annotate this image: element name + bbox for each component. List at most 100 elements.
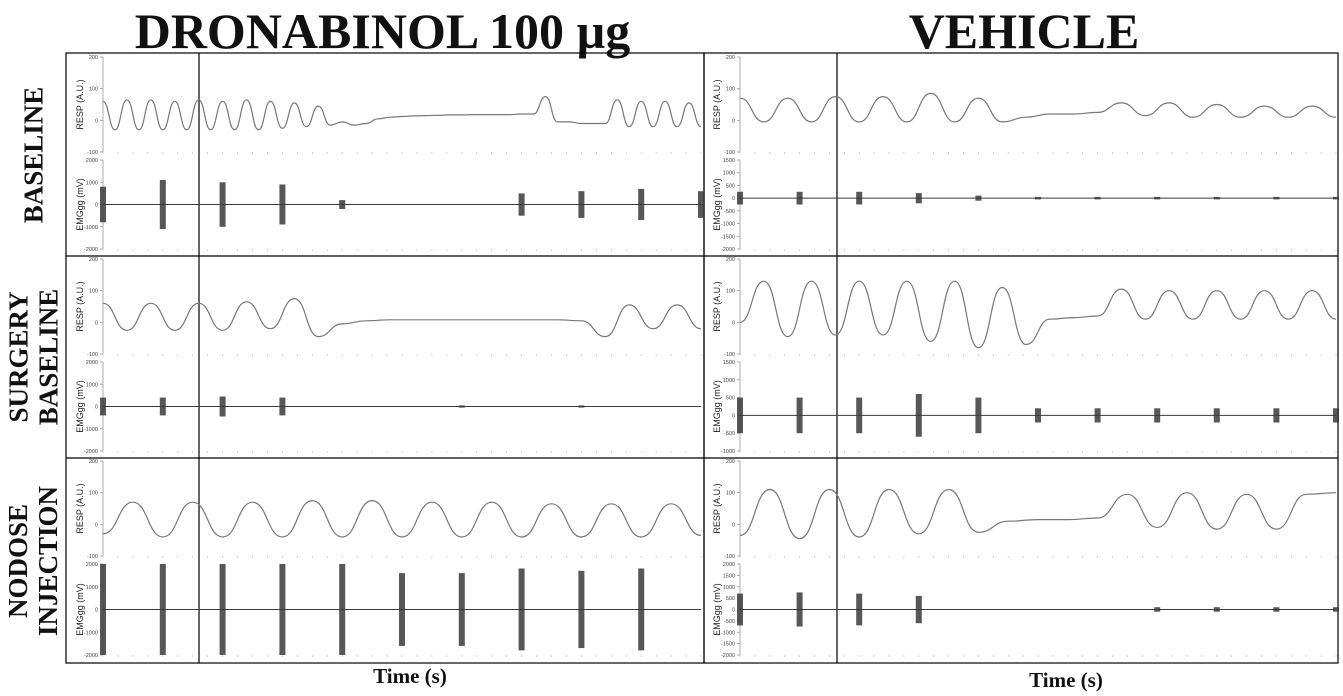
vehicle-baseline-resp-series-line <box>739 92 1337 123</box>
vehicle-nodose-emg-ytick-label: -1000 <box>721 630 735 636</box>
dronabinol-surgery-resp-ylabel: RESP (A.U.) <box>75 281 85 331</box>
vehicle-nodose-emg-burst <box>1213 607 1220 612</box>
dronabinol-nodose-emg-burst <box>578 570 585 649</box>
vehicle-surgery-resp-ylabel: RESP (A.U.) <box>712 281 722 331</box>
dronabinol-nodose-emg-ytick-label: -1000 <box>84 630 98 636</box>
vehicle-surgery-emg-burst <box>1094 408 1101 423</box>
vehicle-nodose-emg-burst <box>915 595 922 624</box>
vehicle-nodose-emg-ytick-label: -1500 <box>721 642 735 648</box>
vehicle-surgery-resp-ytick-label: 100 <box>726 289 735 295</box>
vehicle-surgery-resp-ytick-label: 0 <box>732 320 735 326</box>
dronabinol-baseline-emg-burst <box>279 184 286 225</box>
dronabinol-baseline-emg-ytick-label: 1000 <box>86 180 98 186</box>
x-axis-label-dronabinol: Time (s) <box>373 664 447 688</box>
dronabinol-nodose-emg-burst <box>399 573 405 646</box>
title-dronabinol: DRONABINOL 100 µg <box>134 3 631 59</box>
vehicle-baseline-resp-ytick-label: 200 <box>726 55 735 61</box>
dronabinol-baseline-emg-ytick-label: 2000 <box>86 158 98 164</box>
dronabinol-surgery-emg-burst <box>578 405 585 408</box>
vehicle-nodose-emg-ytick-label: -2000 <box>721 653 735 659</box>
dronabinol-surgery-emg-burst <box>159 397 166 416</box>
dronabinol-nodose-emg-burst <box>279 564 286 655</box>
dronabinol-nodose-emg-ytick-label: 1000 <box>86 585 98 591</box>
vehicle-nodose-emg-burst <box>1273 607 1280 612</box>
dronabinol-nodose-resp-ytick-label: 200 <box>89 459 98 465</box>
dronabinol-surgery-emg-burst <box>458 405 465 408</box>
vehicle-surgery-emg-burst <box>915 394 922 437</box>
dronabinol-surgery-emg-burst <box>100 397 106 416</box>
dronabinol-surgery-emg-ytick-label: -2000 <box>84 449 98 455</box>
vehicle-baseline-resp-ytick-label: -100 <box>724 150 735 156</box>
dronabinol-baseline-emg-burst <box>578 191 585 218</box>
vehicle-surgery-emg-ytick-label: 1000 <box>723 378 735 384</box>
dronabinol-surgery-emg-ytick-label: 0 <box>95 405 98 411</box>
dronabinol-baseline-emg-burst <box>638 188 645 220</box>
dronabinol-nodose-emg-burst <box>219 564 226 655</box>
vehicle-surgery-emg-burst <box>796 397 803 434</box>
vehicle-surgery-emg-burst <box>1154 408 1161 423</box>
vehicle-nodose-resp-ytick-label: 0 <box>732 522 735 528</box>
dronabinol-baseline-resp-ylabel: RESP (A.U.) <box>75 79 85 129</box>
dronabinol-baseline-emg-ytick-label: -1000 <box>84 225 98 231</box>
vehicle-nodose-emg-ytick-label: -500 <box>724 619 735 625</box>
vehicle-nodose-resp-ytick-label: 100 <box>726 491 735 497</box>
dronabinol-surgery-resp-ytick-label: 200 <box>89 257 98 263</box>
vehicle-nodose-resp-series-line <box>739 488 1337 540</box>
vehicle-surgery-emg-burst <box>975 397 982 434</box>
dronabinol-surgery-emg-ytick-label: 2000 <box>86 360 98 366</box>
vehicle-surgery-emg-burst <box>1273 408 1280 423</box>
vehicle-baseline-emg-burst <box>915 193 922 204</box>
vehicle-nodose-resp-ytick-label: -100 <box>724 554 735 560</box>
dronabinol-surgery-resp-ytick-label: 100 <box>89 289 98 295</box>
vehicle-baseline-emg-ytick-label: 1000 <box>723 171 735 177</box>
vehicle-baseline-resp-ylabel: RESP (A.U.) <box>712 79 722 129</box>
dronabinol-surgery-resp-series-line <box>102 297 702 338</box>
vehicle-nodose-emg-burst <box>856 593 863 626</box>
vehicle-baseline-emg-burst <box>856 191 863 205</box>
dronabinol-nodose-emg-burst <box>339 564 346 655</box>
dronabinol-nodose-resp-ytick-label: 100 <box>89 491 98 497</box>
dronabinol-surgery-emg-burst <box>279 397 286 416</box>
vehicle-baseline-emg-burst <box>1213 196 1220 200</box>
dronabinol-nodose-emg-ytick-label: 2000 <box>86 562 98 568</box>
vehicle-surgery-emg-ytick-label: -500 <box>724 431 735 437</box>
vehicle-baseline-emg-burst <box>1154 196 1161 200</box>
vehicle-nodose-emg-ytick-label: 1000 <box>723 585 735 591</box>
dronabinol-nodose-emg-ylabel: EMGgg (mV) <box>75 583 85 636</box>
dronabinol-baseline-emg-burst <box>339 200 346 209</box>
dronabinol-nodose-resp-ytick-label: -100 <box>87 554 98 560</box>
vehicle-baseline-resp-ytick-label: 100 <box>726 87 735 93</box>
vehicle-nodose-emg-burst <box>796 592 803 627</box>
dronabinol-baseline-emg-burst <box>518 193 525 216</box>
dronabinol-baseline-resp-ytick-label: 100 <box>89 87 98 93</box>
title-vehicle: VEHICLE <box>908 3 1140 59</box>
dronabinol-baseline-emg-burst <box>100 186 106 223</box>
vehicle-surgery-emg-burst <box>737 397 743 434</box>
vehicle-surgery-emg-burst <box>1035 408 1041 423</box>
dronabinol-baseline-resp-ytick-label: 0 <box>95 118 98 124</box>
dronabinol-baseline-emg-burst <box>698 191 704 218</box>
vehicle-nodose-emg-ytick-label: 1500 <box>723 573 735 579</box>
vehicle-surgery-emg-ytick-label: 1500 <box>723 360 735 366</box>
vehicle-nodose-emg-burst <box>1333 607 1339 612</box>
dronabinol-baseline-emg-ylabel: EMGgg (mV) <box>75 178 85 231</box>
vehicle-surgery-emg-ytick-label: -1000 <box>721 449 735 455</box>
dronabinol-baseline-emg-ytick-label: -2000 <box>84 247 98 253</box>
vehicle-baseline-emg-burst <box>1094 196 1101 200</box>
dronabinol-nodose-resp-series-line <box>102 499 702 538</box>
vehicle-nodose-emg-burst <box>737 593 743 626</box>
vehicle-nodose-resp-ylabel: RESP (A.U.) <box>712 483 722 533</box>
vehicle-baseline-emg-ytick-label: 500 <box>726 183 735 189</box>
vehicle-baseline-emg-ytick-label: -2000 <box>721 247 735 253</box>
vehicle-baseline-emg-burst <box>1333 196 1339 200</box>
vehicle-nodose-emg-ytick-label: 0 <box>732 608 735 614</box>
dronabinol-nodose-emg-burst <box>159 564 166 655</box>
vehicle-surgery-emg-ylabel: EMGgg (mV) <box>712 380 722 433</box>
vehicle-surgery-emg-ytick-label: 0 <box>732 413 735 419</box>
dronabinol-surgery-resp-ytick-label: -100 <box>87 352 98 358</box>
vehicle-surgery-emg-burst <box>1213 408 1220 423</box>
vehicle-baseline-resp-ytick-label: 0 <box>732 118 735 124</box>
dronabinol-baseline-emg-burst <box>219 182 226 227</box>
dronabinol-nodose-resp-ylabel: RESP (A.U.) <box>75 483 85 533</box>
